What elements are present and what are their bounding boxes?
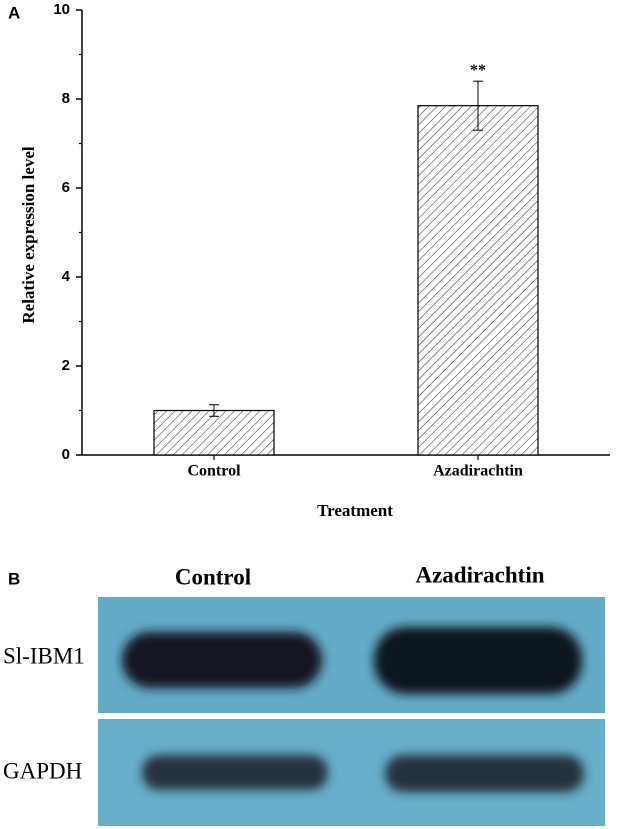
row-label: GAPDH — [3, 758, 82, 783]
blot-bands — [122, 627, 584, 792]
x-tick-label: Azadirachtin — [433, 463, 523, 480]
significance-label: ** — [470, 62, 486, 79]
column-label: Azadirachtin — [415, 562, 544, 587]
y-tick-label: 4 — [62, 268, 71, 285]
y-tick-label: 0 — [62, 446, 70, 463]
y-tick-label: 10 — [53, 1, 70, 18]
row-label: Sl-IBM1 — [3, 643, 85, 668]
panel-label: B — [8, 569, 20, 588]
bar — [153, 409, 275, 456]
panel-label: A — [8, 3, 20, 22]
plot: 0 2 4 6 8 10 Control Azadirachtin ** — [53, 1, 610, 480]
x-axis-label: Treatment — [317, 501, 393, 520]
y-tick-label: 6 — [62, 179, 70, 196]
y-axis-label: Relative expression level — [19, 146, 38, 323]
y-tick-label: 2 — [62, 357, 70, 374]
column-label: Control — [175, 564, 251, 589]
x-tick-label: Control — [187, 463, 241, 480]
y-tick-label: 8 — [62, 90, 70, 107]
bar — [417, 105, 539, 456]
